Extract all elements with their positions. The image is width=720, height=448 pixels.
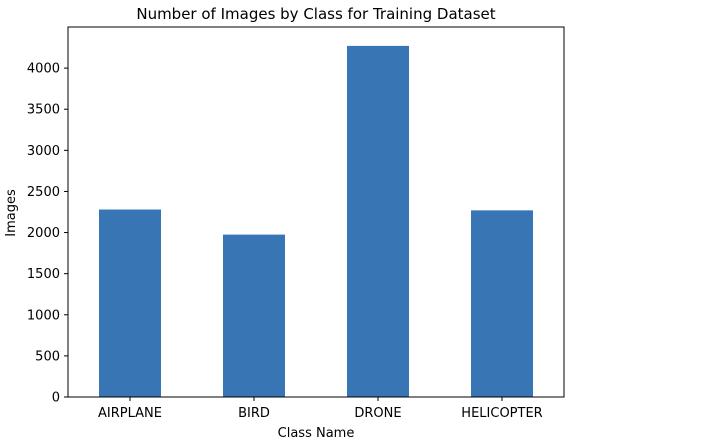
bars-group: [99, 45, 533, 398]
bar-helicopter: [471, 210, 533, 397]
x-tick-label: BIRD: [238, 406, 270, 421]
bar-drone: [347, 45, 409, 398]
y-tick-label: 1000: [27, 308, 60, 323]
y-tick-label: 500: [35, 349, 60, 364]
x-tick-label: AIRPLANE: [98, 406, 162, 421]
y-tick-label: 1500: [27, 267, 60, 282]
bar-airplane: [99, 209, 161, 397]
y-tick-label: 2500: [27, 185, 60, 200]
x-axis-ticks: AIRPLANE BIRD DRONE HELICOPTER: [98, 397, 543, 421]
y-tick-label: 0: [52, 391, 60, 406]
plot-frame: [67, 26, 565, 398]
y-axis-ticks: 0 500 1000 1500 2000 2500 3000 3500 4000: [27, 62, 68, 406]
x-tick-label: DRONE: [354, 406, 401, 421]
y-axis-label: Images: [4, 189, 19, 237]
y-tick-label: 3000: [27, 144, 60, 159]
y-tick-label: 2000: [27, 226, 60, 241]
chart-title: Number of Images by Class for Training D…: [136, 5, 495, 23]
y-tick-label: 3500: [27, 103, 60, 118]
bar-bird: [223, 234, 285, 397]
x-tick-label: HELICOPTER: [461, 406, 542, 421]
y-tick-label: 4000: [27, 62, 60, 77]
x-axis-label: Class Name: [278, 426, 355, 441]
